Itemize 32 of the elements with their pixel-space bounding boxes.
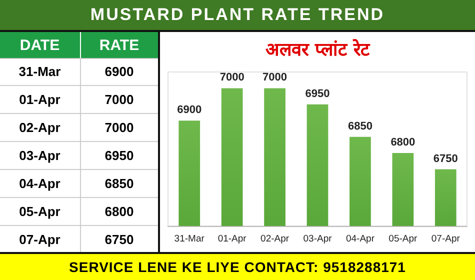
category-label: 31-Mar	[18, 64, 61, 79]
data-label: 6800	[390, 136, 416, 149]
data-label: 6900	[177, 104, 202, 116]
x-tick-label: 02-Apr	[260, 234, 290, 244]
text: DATE	[0, 32, 80, 59]
chart-subtitle: अलवर प्लांट रेट	[266, 38, 370, 60]
x-tick-label: 31-Mar	[174, 234, 204, 244]
text: 7000	[104, 92, 134, 107]
data-label: 6750	[433, 152, 458, 165]
text: 6850	[104, 176, 134, 191]
x-tick-label: 05-Apr	[388, 234, 418, 244]
text: 7000	[104, 120, 134, 135]
data-label: 7000	[220, 72, 244, 84]
category-label: 04-Apr	[19, 176, 60, 191]
chart-title: MUSTARD PLANT RATE TREND	[0, 0, 475, 32]
text: 6950	[104, 148, 134, 163]
category-label: 05-Apr	[19, 204, 60, 219]
category-label: 01-Apr	[19, 92, 60, 107]
data-label: 7000	[262, 72, 288, 84]
x-tick-label: 01-Apr	[218, 234, 246, 244]
x-tick-label: 03-Apr	[303, 234, 332, 244]
text: 6750	[104, 232, 134, 247]
x-tick-label: 07-Apr	[431, 234, 460, 244]
x-tick-label: 04-Apr	[346, 234, 374, 244]
text: 6800	[104, 204, 134, 219]
data-label: 6850	[348, 120, 372, 132]
text: RATE	[80, 32, 158, 59]
text: SERVICE LENE KE LIYE CONTACT: 9518288171	[0, 252, 475, 280]
category-label: 03-Apr	[19, 148, 60, 163]
data-label: 6950	[305, 88, 330, 100]
text: 6900	[104, 64, 134, 79]
category-label: 02-Apr	[19, 120, 60, 135]
